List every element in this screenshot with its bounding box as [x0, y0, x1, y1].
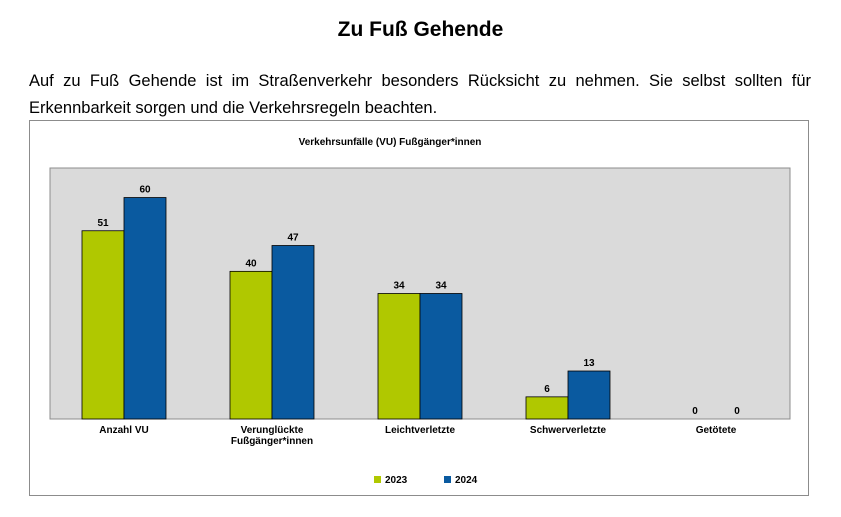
legend-label-2023: 2023: [385, 475, 408, 486]
category-label-4-0: Getötete: [696, 425, 737, 436]
bar-2024-3: [567, 370, 611, 420]
legend-label-2024: 2024: [455, 475, 478, 486]
value-label-2023-3: 6: [544, 384, 550, 395]
chart-title: Verkehrsunfälle (VU) Fußgänger*innen: [299, 137, 482, 148]
legend-swatch-2024: [444, 476, 451, 483]
bar-2024-2: [419, 293, 463, 420]
page-title: Zu Fuß Gehende: [337, 18, 504, 41]
bar-2023-1: [229, 270, 273, 420]
legend-swatch-2023: [374, 476, 381, 483]
value-label-2023-4: 0: [692, 406, 698, 417]
value-label-2024-0: 60: [139, 185, 151, 196]
category-label-1-1: Fußgänger*innen: [231, 436, 313, 447]
bar-2024-0: [123, 197, 167, 420]
value-label-2023-1: 40: [245, 258, 257, 269]
value-label-2023-2: 34: [393, 281, 405, 292]
bar-2023-0: [81, 230, 125, 420]
value-label-2023-0: 51: [97, 218, 109, 229]
bar-2023-2: [377, 293, 421, 420]
value-label-2024-2: 34: [435, 281, 447, 292]
category-label-0-0: Anzahl VU: [99, 425, 148, 436]
category-label-2-0: Leichtverletzte: [385, 425, 455, 436]
bar-2024-1: [271, 245, 315, 420]
bar-2023-3: [525, 396, 569, 420]
value-label-2024-1: 47: [287, 233, 299, 244]
value-label-2024-3: 13: [583, 358, 595, 369]
intro-paragraph: Auf zu Fuß Gehende ist im Straßenverkehr…: [29, 72, 811, 117]
category-label-3-0: Schwerverletzte: [530, 425, 607, 436]
value-label-2024-4: 0: [734, 406, 740, 417]
category-label-1-0: Verunglückte: [241, 425, 304, 436]
